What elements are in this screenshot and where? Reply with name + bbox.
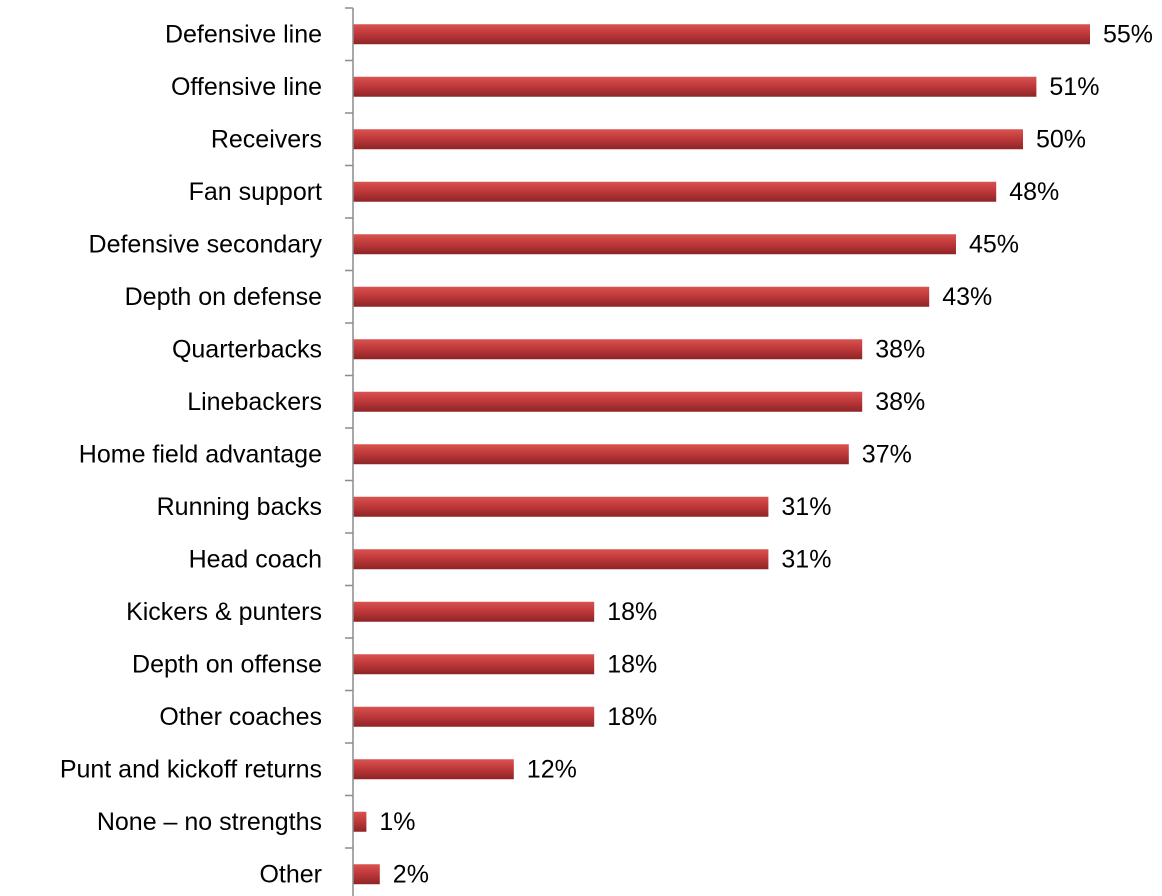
category-label-head-coach: Head coach xyxy=(189,545,322,573)
bar-depth-on-offense xyxy=(353,654,595,675)
category-label-quarterbacks: Quarterbacks xyxy=(172,335,322,363)
category-label-other: Other xyxy=(259,860,322,888)
bar-quarterbacks xyxy=(353,339,863,360)
value-labels: 55%51% 50% 48% 45% 43% 38% 38% 37% 31% 31% 18% 18% 1… xyxy=(379,20,1153,888)
bar-none-no-strengths xyxy=(353,811,367,832)
category-labels: Defensive line Offensive line Receivers Fan… xyxy=(60,20,323,888)
bar-fan-support xyxy=(353,181,997,202)
value-label-none-no-strengths: 1% xyxy=(379,808,415,836)
category-label-defensive-line: Defensive line xyxy=(165,20,322,48)
value-label-offensive-line: 51% xyxy=(1049,73,1099,101)
category-label-home-field-advantage: Home field advantage xyxy=(79,440,322,468)
category-label-other-coaches: Other coaches xyxy=(159,703,322,731)
category-label-running-backs: Running backs xyxy=(157,493,322,521)
value-label-quarterbacks: 38% xyxy=(875,335,925,363)
category-label-kickers-and-punters: Kickers & punters xyxy=(126,598,322,626)
value-label-running-backs: 31% xyxy=(781,493,831,521)
bar-depth-on-defense xyxy=(353,286,930,307)
bars-layer xyxy=(353,24,1090,885)
bar-other xyxy=(353,864,380,885)
y-axis xyxy=(345,7,354,896)
value-label-receivers: 50% xyxy=(1036,125,1086,153)
bar-punt-and-kickoff-returns xyxy=(353,759,514,780)
value-label-depth-on-defense: 43% xyxy=(942,283,992,311)
bar-receivers xyxy=(353,129,1023,150)
value-label-other: 2% xyxy=(393,860,429,888)
value-label-fan-support: 48% xyxy=(1009,178,1059,206)
value-label-defensive-secondary: 45% xyxy=(969,230,1019,258)
value-label-defensive-line: 55% xyxy=(1103,20,1153,48)
value-label-other-coaches: 18% xyxy=(607,703,657,731)
category-label-depth-on-defense: Depth on defense xyxy=(125,283,322,311)
value-label-home-field-advantage: 37% xyxy=(862,440,912,468)
category-label-offensive-line: Offensive line xyxy=(171,73,322,101)
value-label-kickers-and-punters: 18% xyxy=(607,598,657,626)
value-label-punt-and-kickoff-returns: 12% xyxy=(527,755,577,783)
bar-other-coaches xyxy=(353,706,595,727)
category-label-depth-on-offense: Depth on offense xyxy=(132,650,322,678)
bar-head-coach xyxy=(353,549,769,570)
bar-linebackers xyxy=(353,391,863,412)
value-label-head-coach: 31% xyxy=(781,545,831,573)
value-label-depth-on-offense: 18% xyxy=(607,650,657,678)
bar-home-field-advantage xyxy=(353,444,849,465)
category-label-fan-support: Fan support xyxy=(189,178,322,206)
category-label-punt-and-kickoff-returns: Punt and kickoff returns xyxy=(60,755,322,783)
value-label-linebackers: 38% xyxy=(875,388,925,416)
bar-defensive-line xyxy=(353,24,1090,45)
bar-offensive-line xyxy=(353,76,1037,97)
category-label-receivers: Receivers xyxy=(211,125,322,153)
category-label-linebackers: Linebackers xyxy=(187,388,322,416)
bar-kickers-and-punters xyxy=(353,601,595,622)
category-label-defensive-secondary: Defensive secondary xyxy=(89,230,323,258)
category-label-none-no-strengths: None – no strengths xyxy=(97,808,322,836)
bar-defensive-secondary xyxy=(353,234,956,255)
bar-running-backs xyxy=(353,496,769,517)
